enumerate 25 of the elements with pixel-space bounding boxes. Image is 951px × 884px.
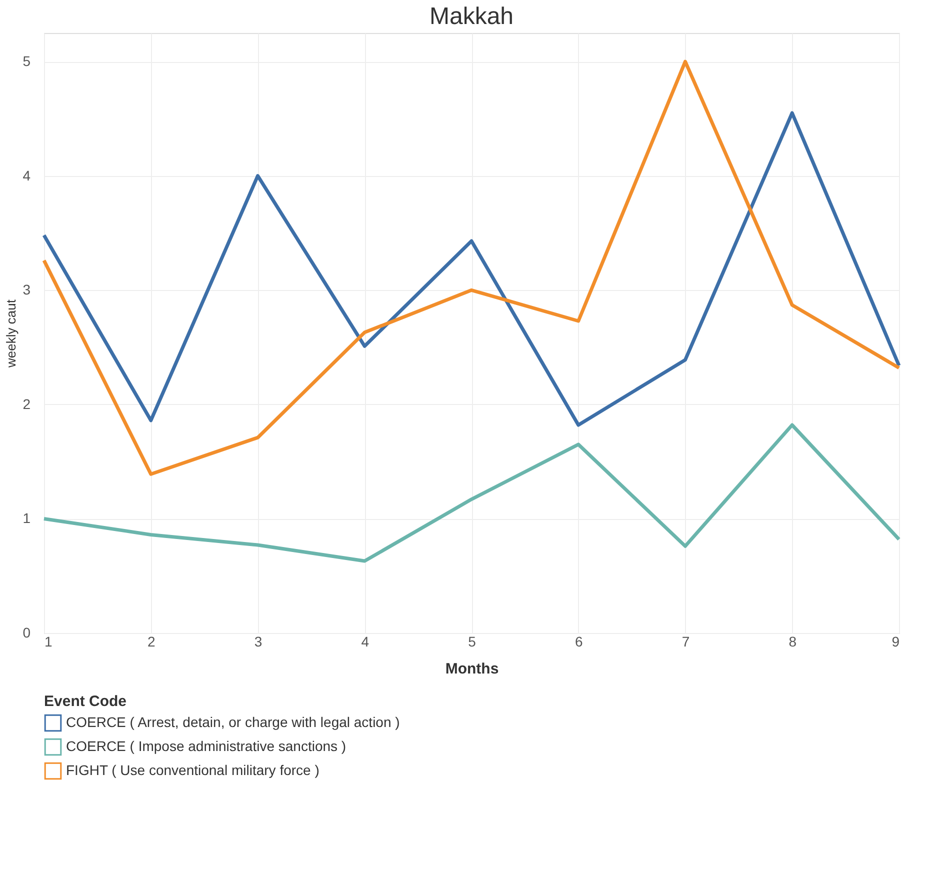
legend-label: COERCE ( Impose administrative sanctions )	[66, 738, 346, 754]
y-tick-label: 3	[22, 282, 31, 298]
x-tick-label: 8	[788, 634, 797, 650]
x-tick-label: 3	[254, 634, 262, 650]
x-axis-title: Months	[445, 660, 499, 678]
y-tick-label: 1	[22, 510, 31, 526]
line-series	[42, 111, 901, 427]
line-series	[42, 60, 901, 476]
x-tick-label: 2	[147, 634, 156, 650]
chart-title: Makkah	[429, 3, 514, 30]
x-tick-label: 9	[892, 634, 900, 650]
legend-label: COERCE ( Arrest, detain, or charge with legal action )	[66, 714, 400, 730]
x-tick-label: 1	[44, 634, 52, 650]
line-series	[42, 423, 901, 563]
y-axis-title: weekly caut	[4, 299, 19, 368]
legend-title: Event Code	[44, 693, 127, 710]
y-tick-label: 2	[22, 396, 31, 412]
x-tick-label: 6	[574, 634, 583, 650]
x-tick-label: 4	[361, 634, 370, 650]
x-tick-label: 5	[468, 634, 476, 650]
y-tick-label: 4	[22, 167, 31, 184]
x-tick-label: 7	[682, 634, 690, 650]
legend-label: FIGHT ( Use conventional military force )	[66, 762, 320, 778]
y-tick-label: 5	[22, 53, 31, 70]
y-tick-label: 0	[22, 624, 31, 640]
